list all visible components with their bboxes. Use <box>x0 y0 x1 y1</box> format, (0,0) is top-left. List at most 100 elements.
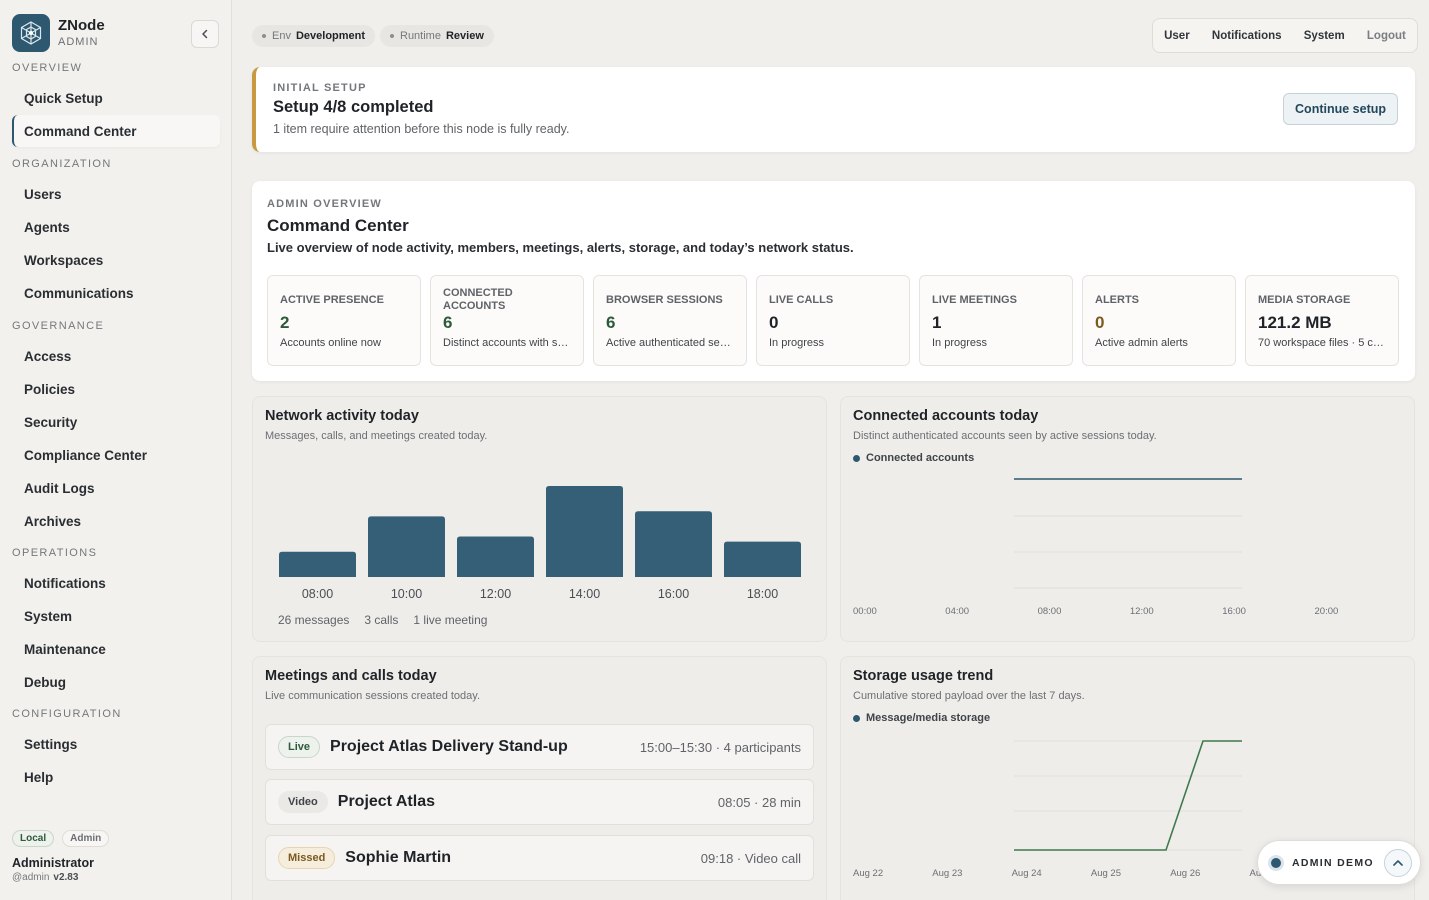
x-tick-label: 00:00 <box>853 606 877 617</box>
bar-16:00 <box>635 511 712 577</box>
x-tick-label: 04:00 <box>945 606 969 617</box>
metric-card-alerts[interactable]: ALERTS 0 Active admin alerts <box>1082 275 1236 366</box>
metric-value: 121.2 MB <box>1258 313 1332 332</box>
metric-value: 0 <box>1095 313 1105 332</box>
brand[interactable]: ZNode ADMIN <box>12 14 105 52</box>
panel-subtitle: Cumulative stored payload over the last … <box>853 690 1085 702</box>
env-value: Development <box>295 30 366 42</box>
status-dot-icon <box>1271 857 1281 868</box>
metric-value: 6 <box>606 313 616 332</box>
network-activity-chart: 08:00 10:00 12:00 14:00 16:00 18:00 <box>279 486 801 601</box>
sidebar-item-users[interactable]: Users <box>24 186 62 202</box>
connected-accounts-chart: 00:00 04:00 08:00 12:00 16:00 20:00 <box>853 478 1338 617</box>
chart-legend: Message/media storage <box>853 712 990 724</box>
sidebar-item-archives[interactable]: Archives <box>24 513 82 529</box>
metric-card-live-calls[interactable]: LIVE CALLS 0 In progress <box>756 275 910 366</box>
user-handle: @admin <box>12 872 50 883</box>
brand-name: ZNode <box>58 17 105 34</box>
dot-icon <box>390 34 394 38</box>
metric-subtext: Active admin alerts <box>1095 337 1188 349</box>
nav-section-governance: GOVERNANCE <box>12 320 105 332</box>
nav-section-operations: OPERATIONS <box>12 547 98 559</box>
runtime-chip: Runtime Review <box>380 25 494 47</box>
metric-label: ACTIVE PRESENCE <box>280 293 384 306</box>
collapse-sidebar-button[interactable] <box>191 20 219 48</box>
sidebar-item-workspaces[interactable]: Workspaces <box>24 252 104 268</box>
sidebar: ZNode ADMIN OVERVIEW Quick Setup Command… <box>0 0 232 900</box>
metric-subtext: Distinct accounts with s… <box>443 337 569 349</box>
bar-12:00 <box>457 536 534 577</box>
messages-total: 26 messages <box>278 613 350 627</box>
sidebar-item-access[interactable]: Access <box>24 348 72 364</box>
overview-description: Live overview of node activity, members,… <box>267 240 854 255</box>
x-tick-label: 12:00 <box>1130 606 1154 617</box>
sidebar-item-help[interactable]: Help <box>24 769 54 785</box>
continue-setup-button[interactable]: Continue setup <box>1283 93 1398 125</box>
topnav-notifications[interactable]: Notifications <box>1211 29 1282 42</box>
x-tick-label: 10:00 <box>391 587 422 601</box>
metric-card-live-meetings[interactable]: LIVE MEETINGS 1 In progress <box>919 275 1073 366</box>
metric-card-active-presence[interactable]: ACTIVE PRESENCE 2 Accounts online now <box>267 275 421 366</box>
metric-card-browser-sessions[interactable]: BROWSER SESSIONS 6 Active authenticated … <box>593 275 747 366</box>
metric-card-media-storage[interactable]: MEDIA STORAGE 121.2 MB 70 workspace file… <box>1245 275 1399 366</box>
panel-title: Network activity today <box>265 408 419 424</box>
legend-dot-icon <box>853 714 860 722</box>
sidebar-item-debug[interactable]: Debug <box>24 674 66 690</box>
chart-legend: Connected accounts <box>853 452 974 464</box>
page-title: Command Center <box>267 216 409 235</box>
meetings-total: 1 live meeting <box>413 613 488 627</box>
metric-label: CONNECTED ACCOUNTS <box>443 287 513 312</box>
x-tick-label: 18:00 <box>747 587 778 601</box>
metric-label: MEDIA STORAGE <box>1258 293 1351 306</box>
sidebar-item-communications[interactable]: Communications <box>24 285 134 301</box>
metric-value: 2 <box>280 313 290 332</box>
brand-logo-icon <box>12 14 50 52</box>
bar-14:00 <box>546 486 623 577</box>
metric-value: 6 <box>443 313 453 332</box>
bar-08:00 <box>279 551 356 577</box>
network-totals: 26 messages 3 calls 1 live meeting <box>278 613 487 627</box>
sidebar-item-audit-logs[interactable]: Audit Logs <box>24 480 95 496</box>
sidebar-item-quick-setup[interactable]: Quick Setup <box>24 90 103 106</box>
sidebar-item-maintenance[interactable]: Maintenance <box>24 641 106 657</box>
metric-subtext: 70 workspace files · 5 c… <box>1258 337 1384 349</box>
sidebar-item-settings[interactable]: Settings <box>24 736 78 752</box>
metric-card-connected-accounts[interactable]: CONNECTED ACCOUNTS 6 Distinct accounts w… <box>430 275 584 366</box>
sidebar-item-agents[interactable]: Agents <box>24 219 70 235</box>
network-activity-panel: Network activity today Messages, calls, … <box>252 396 827 642</box>
meeting-meta: 09:18 · Video call <box>700 850 801 866</box>
sidebar-item-policies[interactable]: Policies <box>24 381 76 397</box>
x-tick-label: 08:00 <box>1038 606 1062 617</box>
env-badge: Local <box>12 830 55 847</box>
nav-section-configuration: CONFIGURATION <box>12 708 122 720</box>
topnav-system[interactable]: System <box>1303 29 1345 42</box>
x-tick-label: Aug 22 <box>853 868 883 879</box>
panel-title: Meetings and calls today <box>265 668 437 684</box>
bar-10:00 <box>368 516 445 577</box>
metric-list: ACTIVE PRESENCE 2 Accounts online now CO… <box>267 275 1399 366</box>
nav-section-organization: ORGANIZATION <box>12 158 112 170</box>
topnav-logout[interactable]: Logout <box>1366 29 1406 42</box>
bar-18:00 <box>724 541 801 577</box>
env-chip: Env Development <box>252 25 376 47</box>
admin-demo-widget[interactable]: ADMIN DEMO <box>1257 840 1421 885</box>
meeting-item[interactable]: Video Project Atlas 08:05 · 28 min <box>265 779 814 825</box>
sidebar-item-notifications[interactable]: Notifications <box>24 575 106 591</box>
sidebar-item-security[interactable]: Security <box>24 414 78 430</box>
metric-label: ALERTS <box>1095 293 1139 306</box>
panel-title: Connected accounts today <box>853 408 1039 424</box>
sidebar-item-system[interactable]: System <box>24 608 73 624</box>
meeting-item[interactable]: Missed Sophie Martin 09:18 · Video call <box>265 835 814 881</box>
status-badge-missed: Missed <box>278 847 336 869</box>
role-badge: Admin <box>62 830 110 847</box>
dot-icon <box>262 34 266 38</box>
topnav-user[interactable]: User <box>1164 29 1190 42</box>
sidebar-item-compliance-center[interactable]: Compliance Center <box>24 447 148 463</box>
runtime-value: Review <box>445 30 484 42</box>
expand-demo-button[interactable] <box>1384 849 1412 877</box>
legend-dot-icon <box>853 454 860 462</box>
legend-label: Connected accounts <box>866 452 975 464</box>
sidebar-item-command-center[interactable]: Command Center <box>12 115 220 147</box>
meeting-item[interactable]: Live Project Atlas Delivery Stand-up 15:… <box>265 724 814 770</box>
